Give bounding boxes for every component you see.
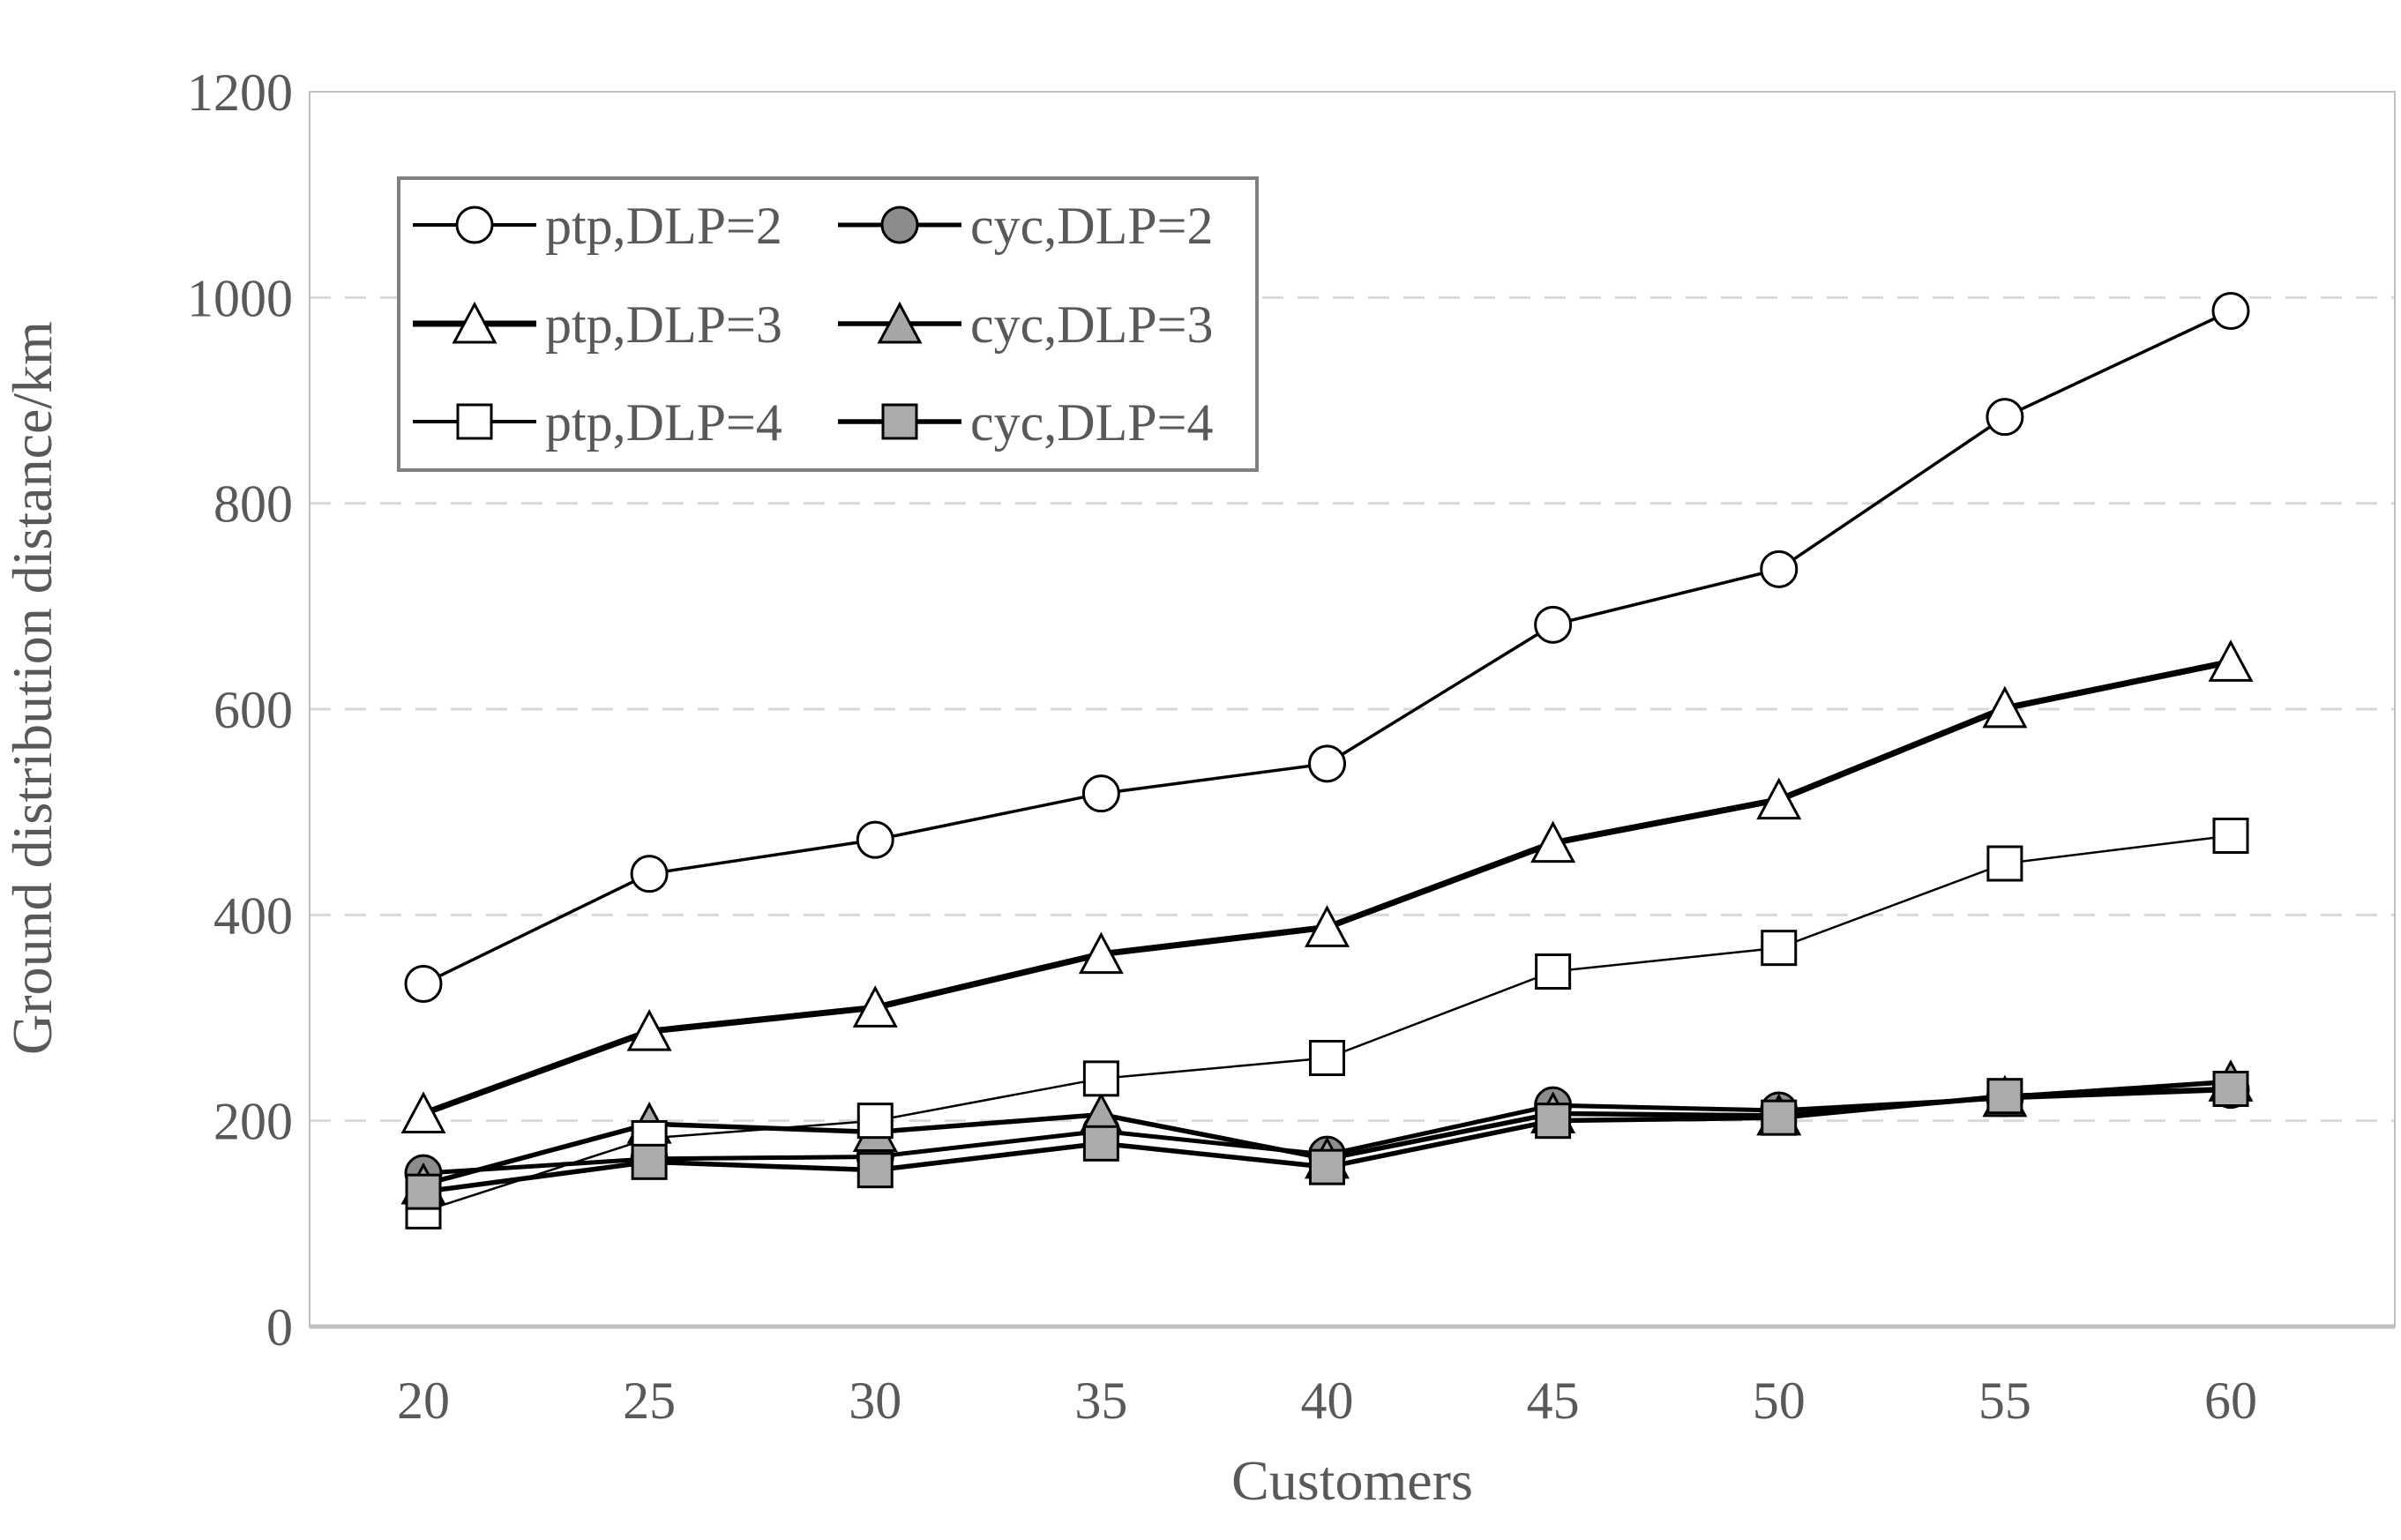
legend-label: cyc,DLP=2	[970, 197, 1213, 255]
y-tick-label: 0	[266, 1298, 293, 1357]
marker-square	[1535, 1103, 1572, 1140]
marker-circle	[856, 820, 894, 859]
marker-triangle	[1078, 931, 1124, 975]
marker-square	[1761, 930, 1798, 967]
marker-circle	[1760, 549, 1799, 588]
marker-triangle	[400, 1091, 446, 1133]
marker-triangle	[626, 1008, 672, 1051]
marker-circle	[2211, 292, 2250, 330]
marker-square	[2212, 818, 2249, 854]
legend-marker-circle	[455, 206, 494, 244]
y-tick-label: 400	[213, 886, 293, 945]
x-tick-label: 30	[849, 1372, 901, 1430]
marker-circle	[1986, 398, 2024, 437]
y-tick-label: 1200	[187, 64, 293, 122]
legend-label: ptp,DLP=3	[545, 295, 782, 354]
marker-triangle	[1304, 905, 1350, 947]
x-tick-label: 45	[1527, 1372, 1580, 1430]
series-ptp,DLP=2	[404, 292, 2250, 1003]
legend-label: ptp,DLP=4	[545, 393, 782, 452]
y-tick-label: 200	[213, 1093, 293, 1151]
marker-square	[405, 1173, 442, 1210]
y-tick-label: 1000	[187, 269, 293, 327]
legend-entry-ptp,DLP=2: ptp,DLP=2	[413, 197, 782, 255]
marker-circle	[1534, 605, 1573, 644]
marker-triangle	[1530, 820, 1576, 863]
marker-square	[1309, 1148, 1345, 1185]
marker-square	[1761, 1099, 1798, 1136]
marker-triangle	[852, 985, 898, 1028]
marker-circle	[404, 965, 443, 1003]
legend-entry-cyc,DLP=4: cyc,DLP=4	[838, 393, 1213, 452]
marker-square	[1986, 1078, 2023, 1115]
marker-square	[1309, 1040, 1345, 1076]
series-ptp,DLP=3	[400, 639, 2254, 1133]
legend-entry-ptp,DLP=4: ptp,DLP=4	[413, 393, 782, 452]
x-tick-label: 25	[623, 1372, 676, 1430]
x-tick-label: 35	[1074, 1372, 1127, 1430]
marker-circle	[1308, 744, 1346, 783]
plot-frame	[309, 91, 2396, 1329]
marker-square	[2212, 1071, 2249, 1107]
x-tick-label: 55	[1978, 1372, 2031, 1430]
legend-marker-square	[456, 403, 493, 440]
legend-entry-cyc,DLP=2: cyc,DLP=2	[838, 197, 1213, 255]
y-tick-label: 600	[213, 681, 293, 739]
legend-marker-square	[881, 403, 918, 440]
y-tick-label: 800	[213, 475, 293, 534]
marker-square	[856, 1103, 894, 1140]
legend-box	[397, 176, 1259, 472]
x-tick-label: 20	[397, 1372, 450, 1430]
legend-marker-triangle	[877, 301, 923, 344]
series-ptp,DLP=4	[405, 818, 2249, 1230]
legend-entry-ptp,DLP=3: ptp,DLP=3	[413, 295, 782, 354]
series-cyc,DLP=4	[405, 1071, 2249, 1210]
legend-label: cyc,DLP=4	[970, 393, 1213, 452]
marker-circle	[1081, 774, 1120, 813]
x-axis-label: Customers	[1231, 1449, 1473, 1512]
x-tick-label: 40	[1301, 1372, 1354, 1430]
marker-square	[1986, 845, 2023, 882]
marker-triangle	[1756, 777, 1802, 820]
marker-square	[1082, 1125, 1119, 1162]
marker-square	[1535, 953, 1572, 990]
marker-triangle	[2208, 639, 2254, 682]
marker-triangle	[1982, 685, 2028, 729]
marker-square	[856, 1152, 894, 1189]
legend: ptp,DLP=2 cyc,DLP=2 ptp,DLP=3 cyc,DLP=3 ptp,…	[397, 176, 1259, 472]
legend-marker-circle	[880, 206, 919, 244]
axis-ticks: 0 200 400 600 800 1000 1200 20 25 30 35 40 45 50 55 60	[187, 64, 2257, 1430]
marker-square	[1082, 1060, 1119, 1097]
x-tick-label: 50	[1753, 1372, 1806, 1430]
legend-marker-triangle	[452, 301, 497, 344]
legend-label: ptp,DLP=2	[545, 197, 782, 255]
data-series	[400, 292, 2254, 1230]
marker-square	[631, 1143, 668, 1180]
x-tick-label: 60	[2204, 1372, 2257, 1430]
marker-circle	[630, 855, 669, 893]
y-axis-label: Ground distribution distance/km	[1, 321, 64, 1055]
legend-entry-cyc,DLP=3: cyc,DLP=3	[838, 295, 1213, 354]
legend-label: cyc,DLP=3	[970, 295, 1213, 354]
